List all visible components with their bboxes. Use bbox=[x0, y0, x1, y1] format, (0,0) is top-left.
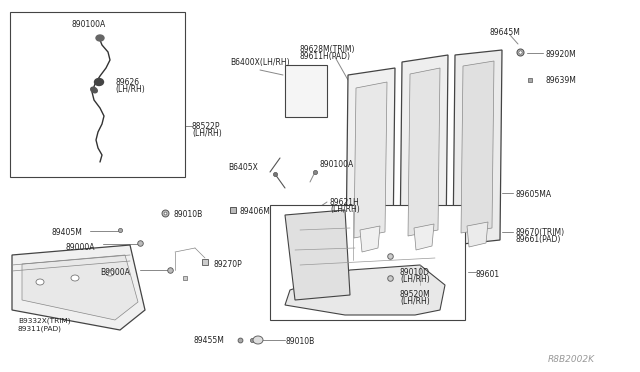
Text: 89605MA: 89605MA bbox=[515, 190, 551, 199]
Polygon shape bbox=[453, 50, 502, 245]
Text: (LH/RH): (LH/RH) bbox=[330, 205, 360, 214]
Text: 89010D: 89010D bbox=[400, 268, 430, 277]
Polygon shape bbox=[12, 245, 145, 330]
Text: 89010B: 89010B bbox=[173, 210, 202, 219]
Polygon shape bbox=[346, 68, 395, 252]
Text: 890100A: 890100A bbox=[72, 20, 106, 29]
Text: 89639M: 89639M bbox=[545, 76, 576, 85]
Text: B9000A: B9000A bbox=[100, 268, 130, 277]
Text: 89645M: 89645M bbox=[490, 28, 521, 37]
Text: 89611H(PAD): 89611H(PAD) bbox=[300, 52, 351, 61]
Text: 89661(PAD): 89661(PAD) bbox=[515, 235, 561, 244]
Text: 89670(TRIM): 89670(TRIM) bbox=[515, 228, 564, 237]
Polygon shape bbox=[285, 265, 445, 315]
Text: B9332X(TRIM): B9332X(TRIM) bbox=[18, 318, 70, 324]
Text: 89520M: 89520M bbox=[400, 290, 431, 299]
Text: 89405M: 89405M bbox=[52, 228, 83, 237]
Ellipse shape bbox=[36, 279, 44, 285]
Text: 89920M: 89920M bbox=[545, 50, 576, 59]
Text: 89626: 89626 bbox=[115, 78, 139, 87]
Polygon shape bbox=[354, 82, 387, 238]
Ellipse shape bbox=[71, 275, 79, 281]
Text: 89455M: 89455M bbox=[193, 336, 224, 345]
Text: (LH/RH): (LH/RH) bbox=[192, 129, 221, 138]
Polygon shape bbox=[400, 55, 448, 249]
Text: 89010B: 89010B bbox=[285, 337, 314, 346]
Polygon shape bbox=[461, 61, 494, 233]
Text: 89270P: 89270P bbox=[213, 260, 242, 269]
Text: B6405X: B6405X bbox=[228, 163, 258, 172]
Polygon shape bbox=[467, 222, 488, 247]
Ellipse shape bbox=[95, 78, 104, 86]
Text: 89621H: 89621H bbox=[330, 198, 360, 207]
Text: R8B2002K: R8B2002K bbox=[548, 355, 595, 364]
Text: 890100A: 890100A bbox=[320, 160, 355, 169]
Text: 89406M: 89406M bbox=[240, 207, 271, 216]
Text: 88522P: 88522P bbox=[192, 122, 221, 131]
Polygon shape bbox=[360, 226, 380, 252]
Ellipse shape bbox=[106, 270, 114, 276]
Text: 89601: 89601 bbox=[475, 270, 499, 279]
Polygon shape bbox=[285, 210, 350, 300]
Polygon shape bbox=[22, 255, 138, 320]
Text: (LH/RH): (LH/RH) bbox=[400, 275, 429, 284]
Text: 89628M(TRIM): 89628M(TRIM) bbox=[300, 45, 355, 54]
Ellipse shape bbox=[91, 87, 97, 93]
Text: (LH/RH): (LH/RH) bbox=[400, 297, 429, 306]
Text: (LH/RH): (LH/RH) bbox=[115, 85, 145, 94]
Text: B6400X(LH/RH): B6400X(LH/RH) bbox=[230, 58, 290, 67]
Ellipse shape bbox=[253, 336, 263, 344]
Polygon shape bbox=[408, 68, 440, 236]
Ellipse shape bbox=[96, 35, 104, 41]
Bar bbox=[285, 65, 327, 117]
Text: 89000A: 89000A bbox=[66, 243, 95, 252]
Bar bbox=[270, 205, 465, 320]
Bar bbox=[10, 12, 185, 177]
Text: 89311(PAD): 89311(PAD) bbox=[18, 325, 62, 331]
Polygon shape bbox=[414, 224, 434, 250]
